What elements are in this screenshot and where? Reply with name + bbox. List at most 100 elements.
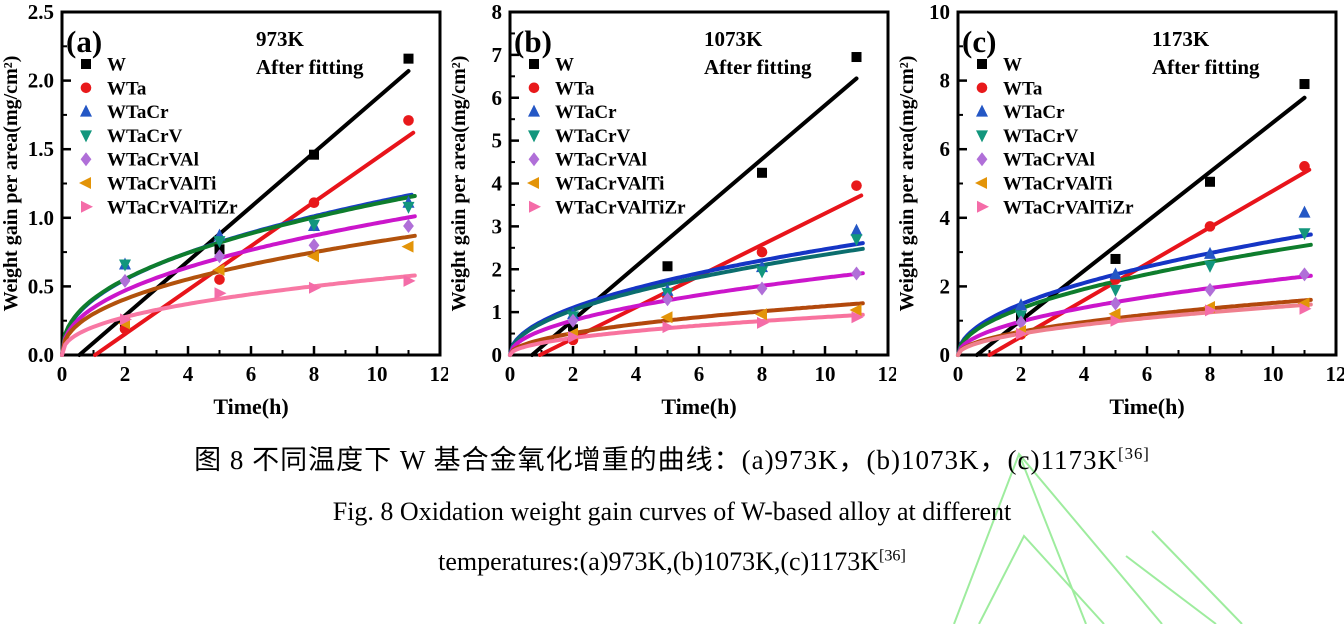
chart-1173k: 0 2 4 6 8 10 12 0 2 4 6 8 10 Weight gain per area(mg/… (896, 0, 1344, 419)
svg-text:1.5: 1.5 (28, 137, 54, 161)
charts-row: 0 2 4 6 8 10 12 0.0 0.5 1.0 1.5 2.0 2.5 Weight gain p… (0, 0, 1344, 419)
right-marker (1205, 304, 1217, 317)
up-marker (976, 104, 988, 117)
svg-text:1: 1 (492, 300, 503, 324)
annotation-temperature: 1073K (704, 27, 763, 51)
series-WTaCrVAl (119, 219, 414, 288)
svg-text:0: 0 (940, 343, 951, 367)
right-marker (1299, 302, 1312, 315)
legend-label-W: W (107, 55, 126, 76)
x-axis-label: Time(h) (213, 394, 288, 419)
series-WTaCrVAlTiZr (1016, 302, 1312, 340)
legend-label-WTaCrVAl: WTaCrVAl (107, 150, 199, 171)
panel-label: (a) (66, 24, 102, 59)
annotation-temperature: 1173K (1152, 27, 1210, 51)
up-marker (1109, 267, 1122, 280)
square-marker (1110, 253, 1121, 264)
left-marker (79, 177, 91, 189)
diamond-marker (756, 281, 768, 296)
series-WTa (119, 115, 414, 335)
left-marker (212, 263, 225, 276)
down-marker (213, 236, 226, 249)
legend-label-WTaCr: WTaCr (555, 102, 617, 123)
caption-zh-ref: [36] (1118, 444, 1150, 463)
circle-marker (308, 197, 320, 209)
diamond-marker (662, 292, 673, 307)
square-marker (1205, 176, 1215, 187)
circle-marker (214, 274, 225, 285)
svg-text:3: 3 (492, 214, 503, 238)
y-axis-label: Weight gain per area(mg/cm²) (896, 56, 918, 312)
right-marker (851, 311, 864, 324)
svg-text:2.5: 2.5 (28, 0, 54, 24)
svg-text:0: 0 (492, 343, 503, 367)
diamond-marker (308, 238, 320, 253)
svg-text:0.5: 0.5 (28, 274, 54, 298)
left-marker (307, 250, 319, 263)
caption-en-ref: [36] (879, 547, 906, 565)
right-marker (81, 200, 93, 213)
right-marker (977, 200, 989, 213)
legend-label-WTaCr: WTaCr (1003, 102, 1065, 123)
legend-label-WTaCrVAlTi: WTaCrVAlTi (107, 174, 216, 195)
panel-label: (b) (514, 24, 552, 59)
svg-text:8: 8 (309, 362, 320, 386)
right-marker (1016, 327, 1028, 340)
data-points (1014, 79, 1312, 340)
svg-text:12: 12 (1326, 362, 1344, 386)
right-marker (757, 316, 769, 329)
svg-text:4: 4 (183, 362, 194, 386)
down-marker (756, 266, 768, 279)
svg-text:4: 4 (631, 362, 642, 386)
down-marker (528, 130, 540, 143)
down-marker (402, 201, 415, 214)
down-marker (850, 234, 863, 247)
circle-marker (1299, 161, 1310, 172)
svg-text:6: 6 (246, 362, 257, 386)
svg-text:12: 12 (878, 362, 897, 386)
circle-marker (80, 82, 92, 94)
legend-label-W: W (1003, 55, 1022, 76)
circle-marker (528, 82, 540, 94)
legend-label-WTa: WTa (1003, 78, 1043, 99)
svg-text:8: 8 (940, 69, 951, 93)
diamond-marker (1299, 267, 1310, 282)
series-WTaCrVAlTiZr (568, 311, 864, 343)
svg-text:5: 5 (492, 129, 503, 153)
svg-text:2.0: 2.0 (28, 69, 54, 93)
fit-WTa (93, 130, 416, 357)
caption-en-line2: temperatures:(a)973K,(b)1073K,(c)1173K[3… (0, 547, 1344, 577)
diamond-marker (80, 152, 92, 167)
legend-label-WTaCrVAlTiZr: WTaCrVAlTiZr (555, 197, 686, 218)
right-marker (568, 330, 580, 343)
axes: 0 2 4 6 8 10 12 0 2 4 6 8 10 Weight gain per area(mg/… (896, 0, 1344, 419)
down-marker (1109, 284, 1122, 297)
left-marker (975, 177, 987, 189)
square-marker (403, 53, 414, 64)
diamond-marker (1204, 282, 1216, 297)
svg-text:10: 10 (367, 362, 388, 386)
fit-WTaCrVAl (60, 214, 417, 357)
panel-label: (c) (962, 24, 996, 59)
svg-text:10: 10 (929, 0, 950, 24)
legend-label-WTaCrV: WTaCrV (1003, 126, 1079, 147)
annotation-after-fitting: After fitting (704, 55, 812, 79)
right-marker (1110, 314, 1123, 327)
fit-WTaCr (508, 241, 865, 357)
fit-W (530, 76, 859, 357)
circle-marker (756, 246, 768, 258)
square-marker (851, 52, 862, 63)
figure-captions: 图 8 不同温度下 W 基合金氧化增重的曲线：(a)973K，(b)1073K，… (0, 438, 1344, 577)
circle-marker (851, 180, 862, 191)
square-marker (529, 59, 539, 69)
annotation-after-fitting: After fitting (256, 55, 364, 79)
legend-label-W: W (555, 55, 574, 76)
right-marker (214, 287, 227, 300)
square-marker (1299, 79, 1310, 90)
diamond-marker (851, 266, 862, 281)
svg-text:8: 8 (757, 362, 768, 386)
right-marker (309, 281, 321, 294)
diamond-marker (528, 152, 540, 167)
series-WTaCrVAl (567, 266, 862, 328)
